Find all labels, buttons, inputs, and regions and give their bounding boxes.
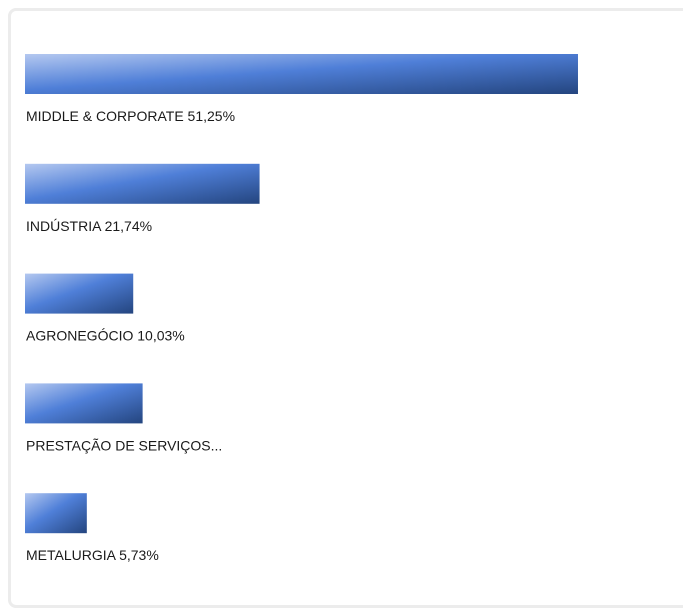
bar-label: MIDDLE & CORPORATE 51,25%: [26, 108, 235, 124]
value-label: 10,03%: [137, 328, 184, 344]
category-label: AGRONEGÓCIO: [26, 328, 133, 344]
bar: [25, 273, 134, 314]
category-label: INDÚSTRIA: [26, 218, 102, 234]
category-label: METALURGIA: [26, 547, 117, 563]
value-label: 5,73%: [119, 547, 159, 563]
bar-label: PRESTAÇÃO DE SERVIÇOS...: [26, 437, 222, 453]
bar: [25, 54, 578, 94]
bar-label: AGRONEGÓCIO 10,03%: [26, 328, 185, 344]
bar-label: INDÚSTRIA 21,74%: [26, 218, 152, 234]
bar: [25, 163, 260, 204]
chart: MIDDLE & CORPORATE 51,25% INDÚSTRIA 21,74…: [25, 54, 578, 563]
category-label: MIDDLE & CORPORATE: [26, 108, 184, 124]
value-label: 21,74%: [105, 218, 152, 234]
page: {"chart_data": {"type": "bar", "orientat…: [8, 8, 683, 608]
bar: [25, 383, 143, 424]
category-label: PRESTAÇÃO DE SERVIÇOS...: [26, 437, 222, 453]
bar-label: METALURGIA 5,73%: [26, 547, 159, 563]
bar: [25, 493, 87, 534]
value-label: 51,25%: [188, 108, 235, 124]
